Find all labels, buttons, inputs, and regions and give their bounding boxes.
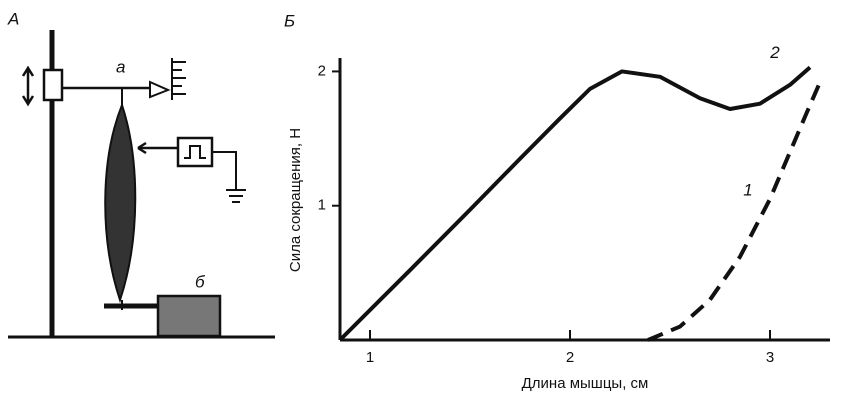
stimulator <box>176 136 214 168</box>
series-label: 2 <box>769 43 780 62</box>
series-label: 1 <box>743 180 752 199</box>
y-tick-label: 1 <box>318 197 326 214</box>
x-tick-label: 1 <box>366 349 374 366</box>
y-tick-label: 2 <box>318 62 326 79</box>
line <box>338 65 812 342</box>
pulse-icon <box>184 145 206 159</box>
y-axis-label: Сила сокращения, Н <box>287 128 304 272</box>
plot: 1 2 3 1 2 1 2 <box>318 43 830 366</box>
weight <box>156 294 222 338</box>
apparatus <box>8 30 275 339</box>
x-tick-label: 3 <box>766 349 774 366</box>
clamp <box>42 68 64 102</box>
scale <box>171 58 186 100</box>
muscle <box>104 102 137 304</box>
pointer <box>149 80 171 99</box>
x-axis-label: Длина мышцы, см <box>522 375 649 392</box>
annotation: б <box>195 272 206 291</box>
line <box>647 81 822 342</box>
annotation: а <box>116 57 125 76</box>
electrode-arrow <box>137 141 147 155</box>
ground <box>212 151 246 203</box>
panel-label: Б <box>284 11 295 30</box>
panel-label: А <box>7 9 19 28</box>
move-arrow <box>21 65 35 107</box>
x-tick-label: 2 <box>566 349 574 366</box>
